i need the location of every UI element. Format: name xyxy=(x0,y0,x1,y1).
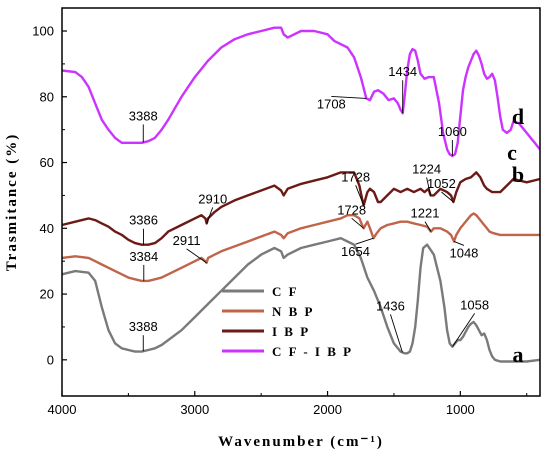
annotation-label: 3388 xyxy=(129,108,158,123)
x-tick-label: 4000 xyxy=(48,402,77,417)
curve-letter-a: a xyxy=(513,342,524,367)
annotation-label: 3386 xyxy=(129,213,158,228)
annotation-label: 3384 xyxy=(129,249,158,264)
y-tick-label: 60 xyxy=(40,155,54,170)
tick-layer: 4000 3000 2000 1000 0 20 40 60 80 100 xyxy=(32,24,528,417)
curve-letter-d: d xyxy=(512,104,524,129)
annotation-leader xyxy=(424,221,432,232)
legend-label: N B P xyxy=(272,304,315,319)
annotation-leader xyxy=(452,313,476,347)
legend-label: C F xyxy=(272,284,299,299)
x-tick-label: 3000 xyxy=(180,402,209,417)
annotation-leader xyxy=(453,241,465,246)
plot-frame xyxy=(61,7,541,397)
annotation-label: 1048 xyxy=(449,245,478,260)
legend-label: C F - I B P xyxy=(272,344,353,359)
annotation-leader xyxy=(426,177,432,196)
annotation-label: 1221 xyxy=(411,206,440,221)
y-tick-label: 0 xyxy=(47,352,54,367)
legend-label: I B P xyxy=(272,324,310,339)
series-line-a xyxy=(61,237,541,363)
annotation-label: 1728 xyxy=(337,202,366,217)
annotation-leader xyxy=(351,217,364,229)
annotation-label: 1224 xyxy=(412,161,441,176)
y-tick-label: 40 xyxy=(40,221,54,236)
curve-letter-layer: a bcd xyxy=(507,104,524,367)
legend: C F N B P I B P C F - I B P xyxy=(222,284,353,359)
x-tick-label: 2000 xyxy=(313,402,342,417)
series-line-b xyxy=(61,212,540,283)
curve-letter-b: b xyxy=(512,162,524,187)
y-tick-label: 80 xyxy=(40,89,54,104)
y-tick-label: 20 xyxy=(40,287,54,302)
annotation-leader xyxy=(355,185,365,206)
y-tick-label: 100 xyxy=(32,24,54,39)
series-layer xyxy=(61,26,541,363)
annotation-label: 3388 xyxy=(129,319,158,334)
annotation-label: 2911 xyxy=(173,233,201,248)
y-axis-title: Trasmitance (%) xyxy=(4,133,20,271)
annotation-label: 1654 xyxy=(341,244,370,259)
annotation-label: 1052 xyxy=(427,176,456,191)
annotation-label: 1058 xyxy=(460,297,489,312)
annotation-leader xyxy=(186,248,207,264)
annotation-leader xyxy=(331,95,367,99)
annotation-leader xyxy=(206,207,214,224)
annotation-label: 1434 xyxy=(388,64,417,79)
annotation-label: 1708 xyxy=(317,96,346,111)
annotation-leader xyxy=(355,237,374,245)
curve-letter-c: c xyxy=(507,140,517,165)
annotation-label: 2910 xyxy=(198,191,227,206)
annotation-label: 1436 xyxy=(376,298,405,313)
x-axis-title: Wavenumber (cm⁻¹) xyxy=(218,434,384,450)
annotation-leader xyxy=(390,314,403,353)
annotation-label: 1060 xyxy=(438,124,467,139)
annotation-leader xyxy=(441,191,454,203)
annotation-label: 1728 xyxy=(341,169,370,184)
series-line-d xyxy=(61,26,541,158)
series-line-c xyxy=(61,171,541,246)
x-tick-label: 1000 xyxy=(446,402,475,417)
